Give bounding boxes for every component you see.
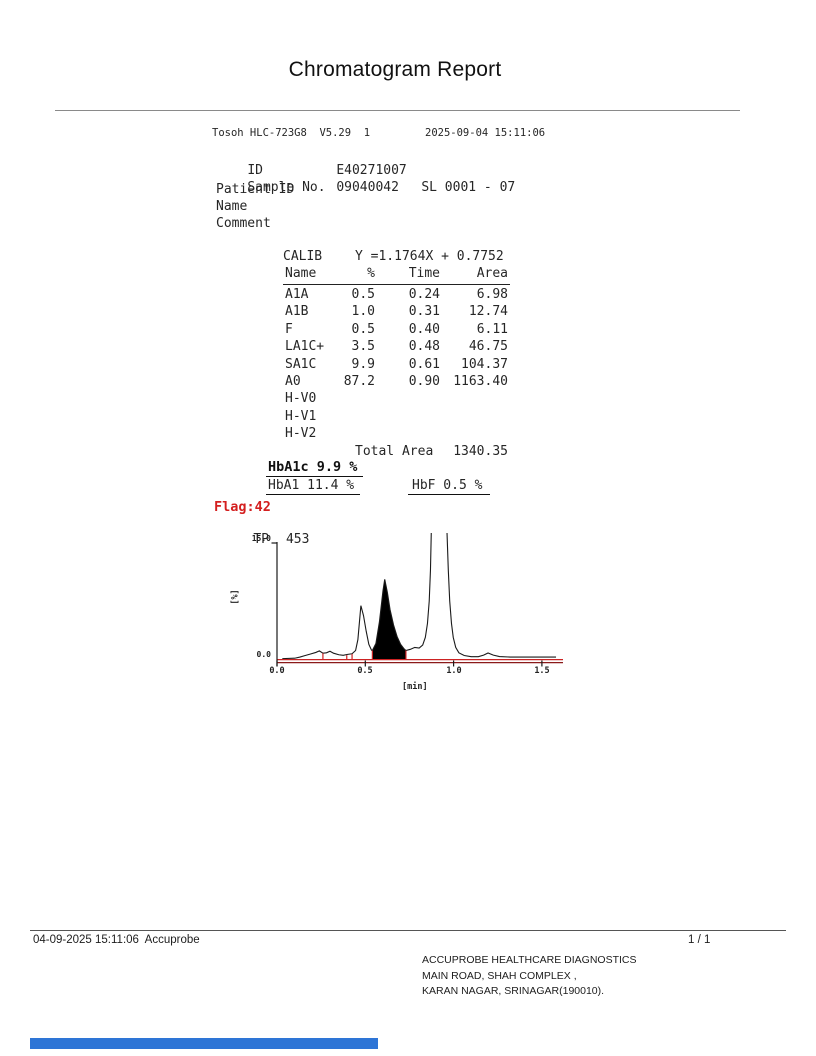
table-row: H-V0 [285, 391, 508, 408]
x-tick-05: 0.5 [357, 666, 373, 676]
table-cell: 0.5 [351, 321, 375, 337]
table-cell: 6.98 [476, 287, 508, 302]
table-cell: H-V2 [285, 426, 317, 442]
total-area-value: 1340.35 [453, 444, 508, 459]
calib-table-body: A1A 0.5 0.24 6.98 A1B 1.0 0.31 12.74 F 0.5 0.40 6.1… [285, 287, 508, 444]
footer-datetime: 04-09-2025 15:11:06 Accuprobe [33, 934, 200, 946]
table-header-rule [283, 284, 510, 285]
field-id: ID E40271007 [216, 148, 407, 193]
table-cell: 6.11 [476, 321, 508, 337]
field-sample-value: 09040042 [336, 180, 399, 195]
table-cell [375, 426, 440, 443]
table-cell: 0.31 [408, 304, 440, 320]
table-cell [440, 391, 508, 408]
table-row: A0 87.2 0.90 1163.40 [285, 374, 508, 391]
table-cell: A1B [285, 304, 309, 320]
flag-warning: Flag:42 [214, 499, 271, 515]
field-id-label: ID [247, 163, 263, 178]
col-time: Time [408, 266, 440, 281]
lab-address: ACCUPROBE HEALTHCARE DIAGNOSTICS MAIN RO… [422, 953, 637, 1000]
field-name: Name [216, 199, 248, 214]
field-sample-label: Sample No. [247, 180, 326, 195]
table-cell: 0.40 [408, 321, 440, 337]
x-tick-0: 0.0 [269, 666, 285, 676]
table-cell: H-V0 [285, 391, 317, 407]
table-cell: F [285, 321, 293, 337]
table-row: H-V1 [285, 409, 508, 426]
y-axis-label: [%] [230, 589, 241, 605]
col-area: Area [476, 266, 508, 281]
table-row: F 0.5 0.40 6.11 [285, 322, 508, 339]
table-cell: LA1C+ [285, 339, 325, 355]
col-name: Name [285, 266, 317, 281]
table-cell: 0.61 [408, 356, 440, 372]
table-row: A1A 0.5 0.24 6.98 [285, 287, 508, 304]
sa1c-filled-peak [372, 579, 406, 659]
footer-accent-bar [30, 1038, 378, 1049]
table-cell [340, 409, 375, 426]
table-cell [375, 409, 440, 426]
table-cell: 0.90 [408, 373, 440, 389]
table-cell: 1163.40 [453, 373, 508, 389]
lab-city: KARAN NAGAR, SRINAGAR(190010). [422, 985, 605, 998]
col-pct: % [367, 266, 375, 281]
table-row: SA1C 9.9 0.61 104.37 [285, 357, 508, 374]
table-row: A1B 1.0 0.31 12.74 [285, 304, 508, 321]
table-row: LA1C+ 3.5 0.48 46.75 [285, 339, 508, 356]
x-tick-15: 1.5 [534, 666, 550, 676]
tp-label: TP [253, 532, 269, 547]
table-cell: 3.5 [351, 339, 375, 355]
table-cell: 1.0 [351, 304, 375, 320]
x-axis-label: [min] [402, 682, 428, 692]
table-cell: 12.74 [468, 304, 508, 320]
tp-line: TP 453 [222, 517, 309, 562]
field-sample-extra: SL 0001 - 07 [421, 180, 516, 195]
field-comment: Comment [216, 216, 271, 231]
table-cell [440, 409, 508, 426]
field-id-value: E40271007 [336, 163, 407, 178]
total-area-line: Total Area 1340.35 [355, 444, 508, 459]
header-divider [55, 110, 740, 111]
y-tick-max: 15.0 [251, 534, 271, 543]
table-cell: 46.75 [468, 339, 508, 355]
table-cell: SA1C [285, 356, 317, 372]
calib-label: CALIB [283, 249, 323, 264]
table-cell [340, 426, 375, 443]
table-cell: 87.2 [343, 373, 375, 389]
table-cell: 0.5 [351, 287, 375, 302]
table-cell: A0 [285, 373, 301, 389]
lab-street: MAIN ROAD, SHAH COMPLEX , [422, 969, 577, 982]
table-cell: A1A [285, 287, 309, 302]
device-info: Tosoh HLC-723G8 V5.29 1 [212, 127, 371, 139]
page-title: Chromatogram Report [288, 58, 502, 81]
table-cell: 0.24 [408, 287, 440, 302]
table-cell: H-V1 [285, 408, 317, 424]
table-cell: 9.9 [351, 356, 375, 372]
total-area-label: Total Area [355, 444, 434, 459]
tp-value: 453 [285, 532, 310, 547]
footer-page-number: 1 / 1 [688, 934, 711, 946]
calib-table-header: Name % Time Area [285, 266, 508, 283]
table-cell [440, 426, 508, 443]
result-hbf: HbF 0.5 % [408, 478, 491, 495]
table-row: H-V2 [285, 426, 508, 443]
chromatogram-plot [271, 533, 563, 667]
chromatogram-trace [282, 533, 557, 660]
table-cell: 104.37 [461, 356, 508, 372]
y-tick-min: 0.0 [256, 650, 271, 659]
result-hba1: HbA1 11.4 % [266, 478, 361, 495]
field-sample-no: Sample No. 09040042 SL 0001 - 07 [216, 165, 515, 210]
footer-divider [30, 930, 786, 931]
table-cell: 0.48 [408, 339, 440, 355]
table-cell [375, 391, 440, 408]
lab-name: ACCUPROBE HEALTHCARE DIAGNOSTICS [422, 954, 637, 966]
field-patient-id: Patient ID [216, 182, 295, 197]
result-hba1c: HbA1c 9.9 % [266, 459, 364, 477]
table-cell [340, 391, 375, 408]
report-datetime: 2025-09-04 15:11:06 [425, 127, 546, 139]
x-tick-10: 1.0 [446, 666, 462, 676]
calib-formula: Y =1.1764X + 0.7752 [355, 249, 504, 264]
calib-table: Name % Time Area A1A 0.5 0.24 6.98 A1B 1.0 0.3… [283, 266, 510, 444]
